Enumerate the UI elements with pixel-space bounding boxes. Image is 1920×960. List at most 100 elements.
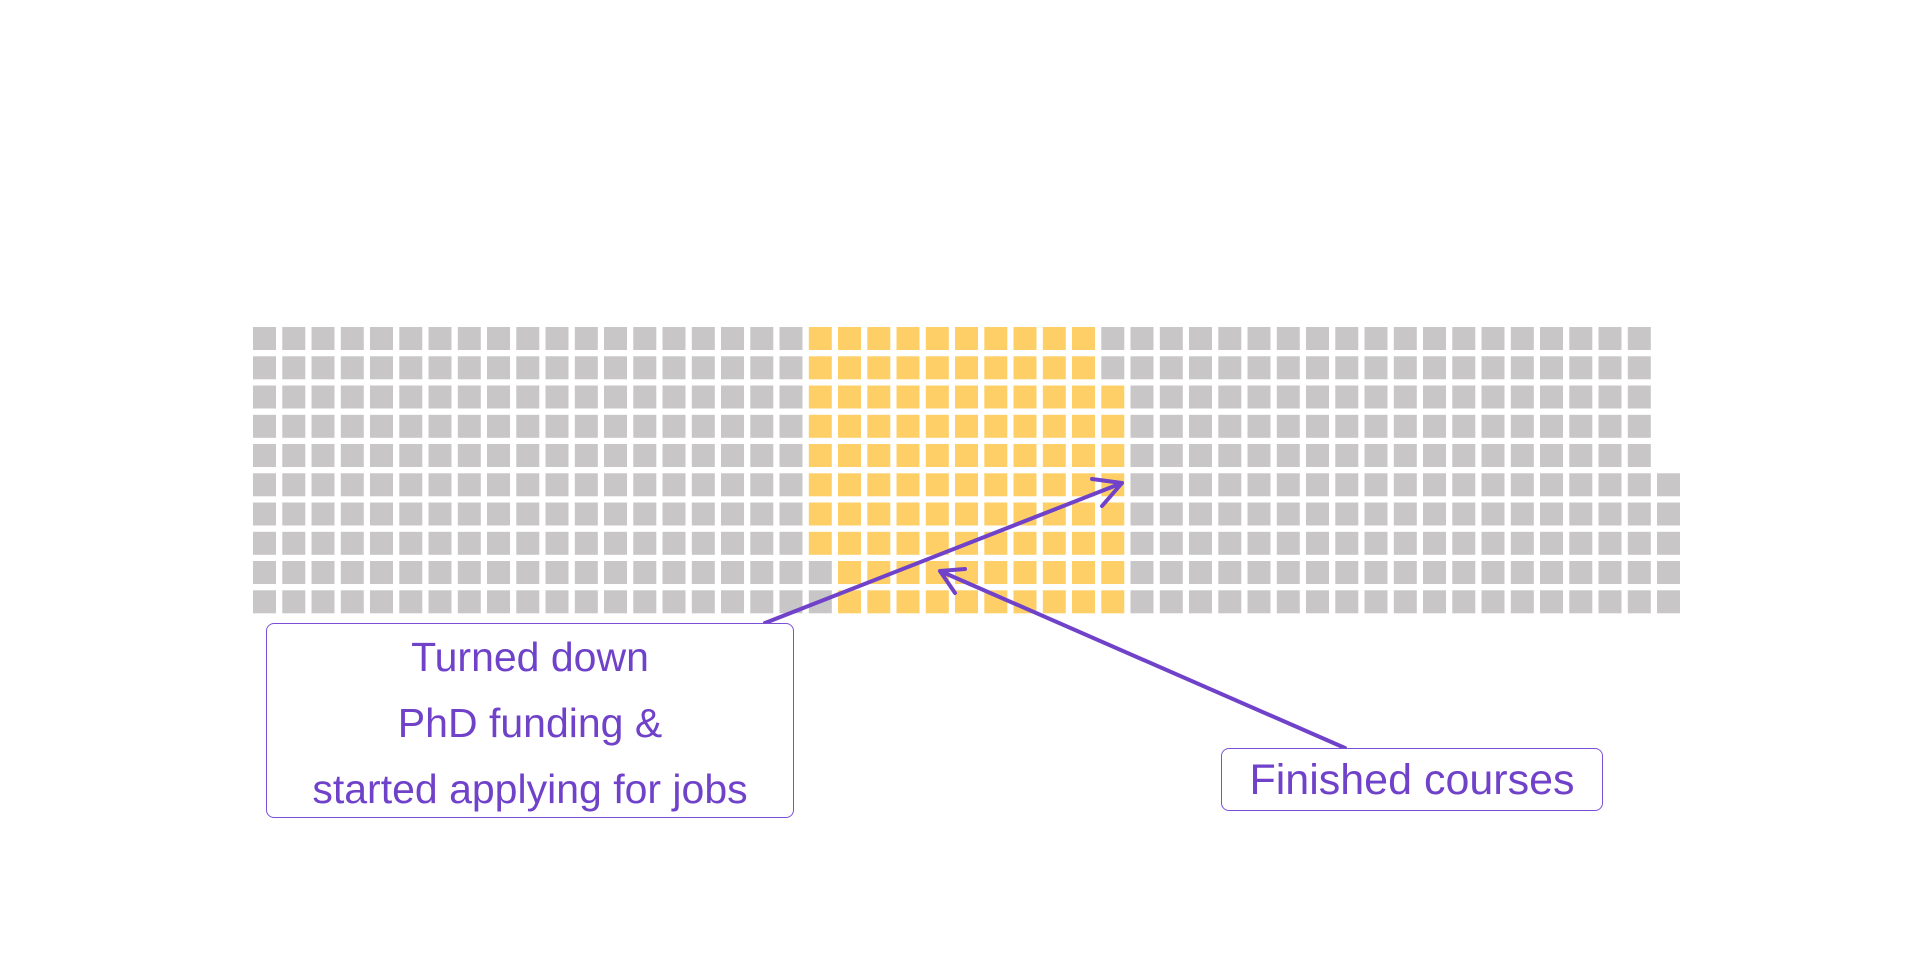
waffle-cell-highlighted	[984, 414, 1008, 438]
waffle-cell	[1101, 327, 1125, 350]
waffle-cell	[1481, 502, 1505, 526]
waffle-cell	[399, 473, 423, 497]
waffle-cell	[1510, 473, 1534, 497]
waffle-cell-highlighted	[925, 502, 949, 526]
waffle-cell	[1569, 385, 1593, 409]
waffle-cell	[1569, 473, 1593, 497]
waffle-cell	[1306, 561, 1329, 584]
waffle-cell	[1540, 414, 1563, 438]
waffle-cell	[604, 502, 627, 526]
waffle-cell	[487, 356, 510, 380]
waffle-cell	[750, 473, 774, 497]
waffle-cell	[428, 531, 452, 555]
waffle-cell	[311, 414, 335, 438]
waffle-cell	[399, 385, 423, 409]
waffle-cell-highlighted	[838, 531, 861, 555]
waffle-cell	[282, 356, 306, 380]
waffle-cell	[311, 473, 335, 497]
waffle-cell	[1130, 414, 1154, 438]
waffle-cell	[370, 414, 393, 438]
phd-decision-callout: Turned down PhD funding & started applyi…	[266, 623, 794, 818]
waffle-cell	[545, 502, 569, 526]
waffle-cell	[1452, 561, 1476, 584]
arrow-to-courses-milestone	[938, 569, 1347, 750]
waffle-cell	[662, 561, 686, 584]
waffle-cell	[1481, 414, 1505, 438]
waffle-cell	[1247, 444, 1271, 467]
waffle-cell	[633, 327, 657, 350]
waffle-cell	[1481, 531, 1505, 555]
waffle-cell	[1189, 385, 1212, 409]
waffle-cell	[516, 502, 540, 526]
waffle-cell	[691, 561, 715, 584]
waffle-cell-highlighted	[955, 502, 978, 526]
waffle-cell	[1189, 502, 1212, 526]
waffle-cell	[1364, 327, 1388, 350]
arrow-to-phd-milestone	[763, 481, 1124, 625]
waffle-cell	[1393, 531, 1417, 555]
finished-courses-callout: Finished courses	[1221, 748, 1603, 811]
waffle-cell	[1540, 531, 1563, 555]
waffle-cell	[457, 356, 481, 380]
waffle-cell	[779, 356, 803, 380]
waffle-cell	[750, 385, 774, 409]
waffle-cell	[428, 414, 452, 438]
waffle-cell-highlighted	[1042, 327, 1066, 350]
waffle-cell	[1569, 531, 1593, 555]
waffle-cell	[779, 414, 803, 438]
waffle-cell	[1276, 502, 1300, 526]
waffle-cell	[1189, 356, 1212, 380]
waffle-cell	[1247, 327, 1271, 350]
waffle-cell	[1335, 444, 1359, 467]
waffle-cell	[1393, 561, 1417, 584]
waffle-cell	[457, 590, 481, 614]
waffle-cell	[1510, 561, 1534, 584]
waffle-cell	[1540, 561, 1563, 584]
waffle-cell	[545, 561, 569, 584]
waffle-cell	[340, 414, 364, 438]
waffle-cell	[779, 473, 803, 497]
waffle-cell-highlighted	[1072, 356, 1095, 380]
waffle-cell	[1510, 385, 1534, 409]
waffle-cell	[1130, 531, 1154, 555]
waffle-cell-highlighted	[1042, 444, 1066, 467]
waffle-cell	[1598, 444, 1622, 467]
waffle-cell-highlighted	[867, 473, 891, 497]
waffle-cell	[604, 327, 627, 350]
waffle-cell	[1159, 473, 1183, 497]
waffle-cell	[1452, 531, 1476, 555]
waffle-cell	[1130, 502, 1154, 526]
waffle-cell	[370, 502, 393, 526]
waffle-cell-highlighted	[808, 531, 832, 555]
waffle-cell	[1189, 327, 1212, 350]
waffle-cell-highlighted	[925, 356, 949, 380]
waffle-cell-highlighted	[1042, 561, 1066, 584]
waffle-cell	[662, 385, 686, 409]
waffle-cell	[428, 327, 452, 350]
waffle-cell	[370, 444, 393, 467]
waffle-cell	[1335, 327, 1359, 350]
waffle-cell	[340, 327, 364, 350]
waffle-cell-highlighted	[984, 385, 1008, 409]
waffle-cell	[721, 561, 744, 584]
waffle-cell-highlighted	[1042, 356, 1066, 380]
waffle-cell	[282, 414, 306, 438]
waffle-cell	[1393, 327, 1417, 350]
phd-callout-line-1: Turned down	[411, 634, 649, 680]
waffle-cell-highlighted	[955, 414, 978, 438]
waffle-cell	[1364, 590, 1388, 614]
waffle-cell	[1598, 502, 1622, 526]
waffle-cell	[604, 385, 627, 409]
waffle-cell	[750, 327, 774, 350]
waffle-cell	[1393, 590, 1417, 614]
waffle-cell-highlighted	[896, 590, 920, 614]
waffle-cell	[399, 327, 423, 350]
waffle-cell	[691, 502, 715, 526]
waffle-cell	[545, 414, 569, 438]
waffle-cell-highlighted	[1013, 385, 1037, 409]
waffle-cell	[1276, 590, 1300, 614]
waffle-cell	[721, 531, 744, 555]
waffle-cell	[1130, 473, 1154, 497]
waffle-cell	[253, 356, 276, 380]
waffle-cell	[1540, 385, 1563, 409]
